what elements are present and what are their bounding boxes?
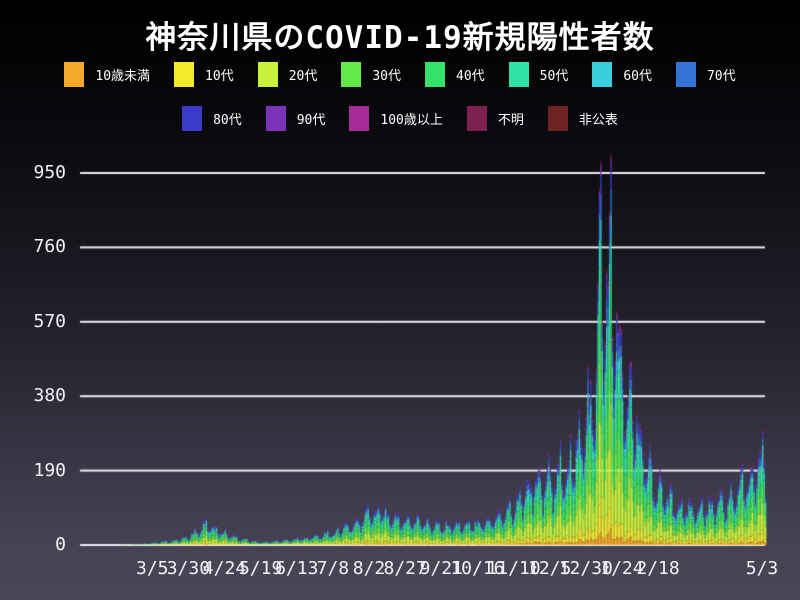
x-tick-label: 8/2 (352, 558, 386, 579)
x-tick-label: 3/5 (135, 558, 169, 579)
x-tick-label: 12/5 (527, 558, 572, 579)
x-tick-label: 10/16 (450, 558, 505, 579)
y-tick-label: 570 (33, 310, 66, 332)
y-tick-label: 760 (33, 236, 66, 258)
x-tick-label: 2/18 (636, 558, 680, 579)
x-tick-label: 5/19 (238, 558, 283, 579)
y-tick-label: 380 (33, 385, 66, 407)
x-tick-label: 9/21 (419, 558, 463, 579)
x-tick-label: 3/30 (166, 558, 211, 579)
x-tick-label: 8/27 (383, 558, 427, 579)
x-tick-label: 6/13 (275, 558, 319, 579)
y-tick-label: 190 (33, 459, 66, 481)
x-tick-label: 4/24 (202, 558, 247, 579)
x-tick-label: 11/10 (486, 558, 541, 579)
y-tick-label: 0 (55, 534, 66, 555)
y-tick-label: 950 (33, 162, 66, 183)
x-tick-label: 7/8 (316, 558, 350, 579)
x-tick-label: 1/24 (600, 558, 644, 579)
x-tick-label: 12/30 (558, 558, 613, 579)
x-tick-label: 5/3 (745, 558, 779, 579)
